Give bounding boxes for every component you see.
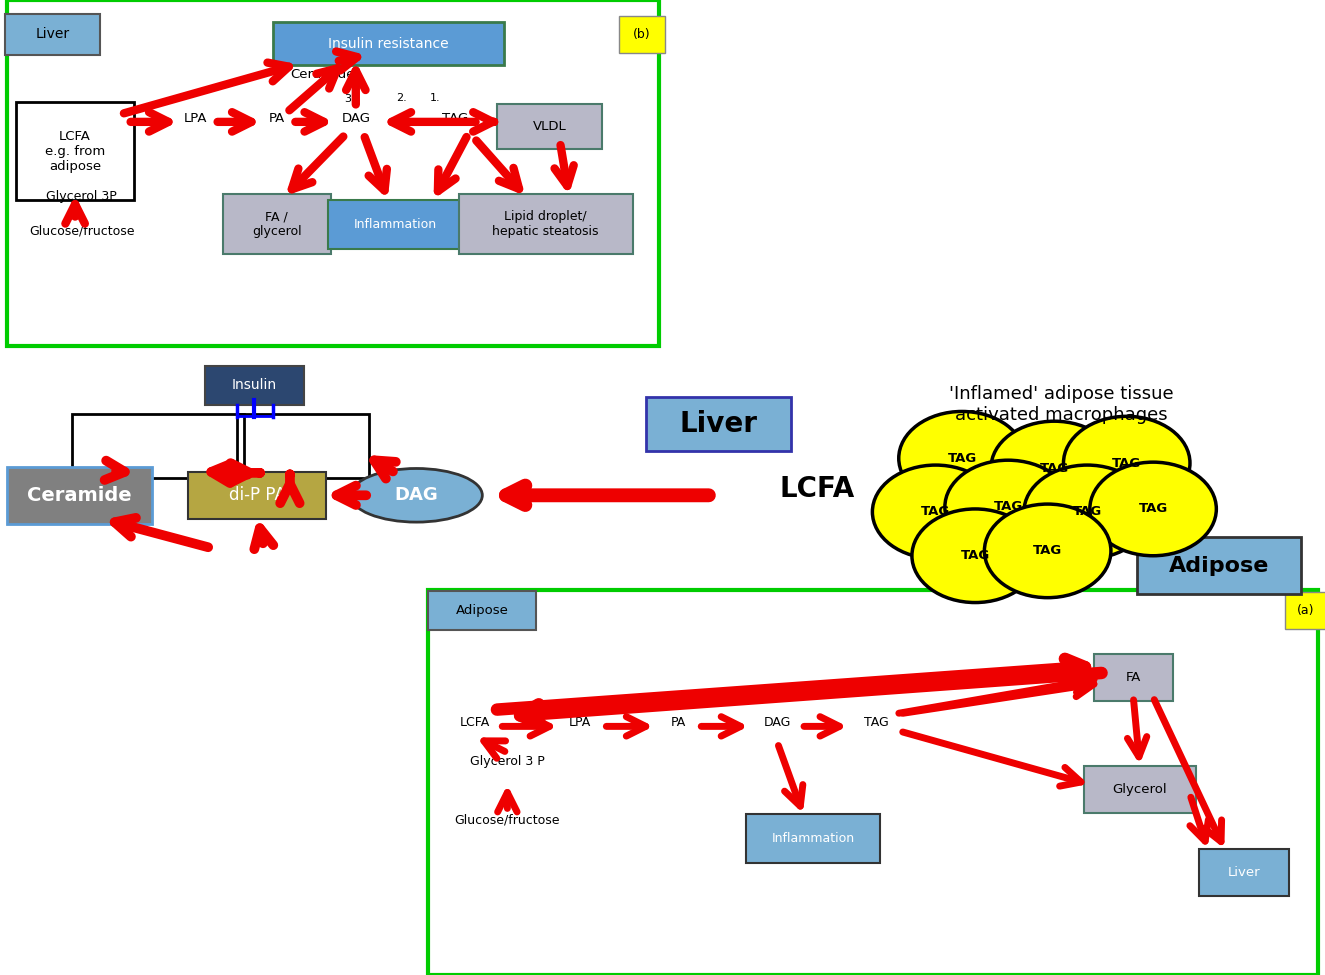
FancyBboxPatch shape [7, 467, 151, 524]
Text: (b): (b) [633, 27, 651, 41]
Text: LCFA: LCFA [460, 717, 489, 729]
Text: TAG: TAG [994, 500, 1023, 514]
Text: LCFA: LCFA [779, 476, 855, 503]
FancyBboxPatch shape [188, 472, 326, 519]
Text: Insulin resistance: Insulin resistance [329, 37, 449, 51]
FancyBboxPatch shape [205, 366, 303, 405]
Text: Decreased
Akt-P: Decreased Akt-P [113, 429, 203, 462]
Text: Glycerol 3P: Glycerol 3P [46, 190, 117, 203]
FancyBboxPatch shape [1199, 849, 1289, 896]
FancyBboxPatch shape [273, 22, 504, 65]
Circle shape [872, 465, 999, 559]
Text: (a): (a) [1297, 604, 1314, 617]
Circle shape [991, 421, 1117, 515]
Text: VLDL: VLDL [533, 120, 566, 134]
Text: LPA: LPA [568, 717, 591, 729]
Text: LPA: LPA [183, 112, 207, 125]
Text: TAG: TAG [1040, 461, 1069, 475]
Text: Glucose/fructose: Glucose/fructose [29, 224, 134, 237]
Circle shape [912, 509, 1039, 603]
Text: TAG: TAG [921, 505, 950, 519]
Text: Adipose: Adipose [1169, 556, 1269, 575]
FancyBboxPatch shape [223, 194, 331, 254]
FancyBboxPatch shape [329, 200, 462, 249]
Circle shape [1090, 462, 1216, 556]
Text: TAG: TAG [1034, 544, 1063, 558]
Text: TAG: TAG [947, 451, 977, 465]
Text: DAG: DAG [342, 112, 370, 125]
Text: Liver: Liver [1228, 866, 1260, 879]
FancyBboxPatch shape [497, 104, 603, 149]
FancyBboxPatch shape [619, 16, 665, 53]
Text: LCFA: LCFA [265, 552, 314, 569]
Circle shape [898, 411, 1026, 505]
Text: PA: PA [269, 112, 285, 125]
FancyBboxPatch shape [5, 14, 101, 55]
Circle shape [1064, 416, 1190, 510]
Text: TAG: TAG [1138, 502, 1167, 516]
Circle shape [945, 460, 1072, 554]
Text: TAG: TAG [1072, 505, 1102, 519]
Circle shape [984, 504, 1110, 598]
Text: Adipose: Adipose [456, 604, 509, 617]
Text: FA /
glycerol: FA / glycerol [252, 211, 302, 238]
Text: Liver: Liver [680, 410, 757, 438]
Text: DAG: DAG [763, 717, 791, 729]
Text: Ceramide: Ceramide [290, 68, 355, 81]
Text: 3.: 3. [344, 95, 355, 104]
Text: Inflammation: Inflammation [354, 217, 437, 231]
Text: Sphingomyelin
/serine: Sphingomyelin /serine [76, 537, 188, 570]
Ellipse shape [351, 468, 482, 523]
FancyBboxPatch shape [1137, 537, 1301, 594]
Text: 'Inflamed' adipose tissue
activated macrophages: 'Inflamed' adipose tissue activated macr… [949, 385, 1173, 424]
Text: di-P PA: di-P PA [228, 487, 285, 504]
FancyBboxPatch shape [645, 398, 791, 450]
FancyBboxPatch shape [428, 591, 537, 630]
Text: Glycerol 3 P: Glycerol 3 P [470, 756, 545, 768]
Text: Inflammation: Inflammation [771, 832, 855, 845]
FancyBboxPatch shape [1093, 654, 1173, 701]
Circle shape [1024, 465, 1150, 559]
Text: TAG: TAG [864, 717, 889, 729]
Text: TAG: TAG [961, 549, 990, 563]
Text: TAG: TAG [441, 112, 468, 125]
Text: Ceramide: Ceramide [26, 486, 131, 505]
Text: Insulin: Insulin [232, 378, 277, 392]
Text: Liver: Liver [36, 27, 70, 41]
FancyBboxPatch shape [746, 814, 880, 863]
FancyBboxPatch shape [16, 102, 134, 200]
Text: TAG: TAG [1112, 456, 1141, 470]
Text: 2.: 2. [396, 94, 407, 103]
Text: PKCε: PKCε [285, 438, 322, 453]
FancyBboxPatch shape [1285, 592, 1325, 629]
Text: LCFA
e.g. from
adipose: LCFA e.g. from adipose [45, 130, 105, 173]
Text: Glucose/fructose: Glucose/fructose [454, 814, 560, 827]
Text: 1.: 1. [429, 94, 440, 103]
Text: PA: PA [670, 717, 686, 729]
Text: Glycerol: Glycerol [1113, 783, 1167, 797]
Text: Lipid droplet/
hepatic steatosis: Lipid droplet/ hepatic steatosis [493, 211, 599, 238]
Text: FA: FA [1126, 671, 1141, 684]
FancyBboxPatch shape [458, 194, 632, 254]
Text: DAG: DAG [395, 487, 439, 504]
FancyBboxPatch shape [1084, 766, 1196, 813]
